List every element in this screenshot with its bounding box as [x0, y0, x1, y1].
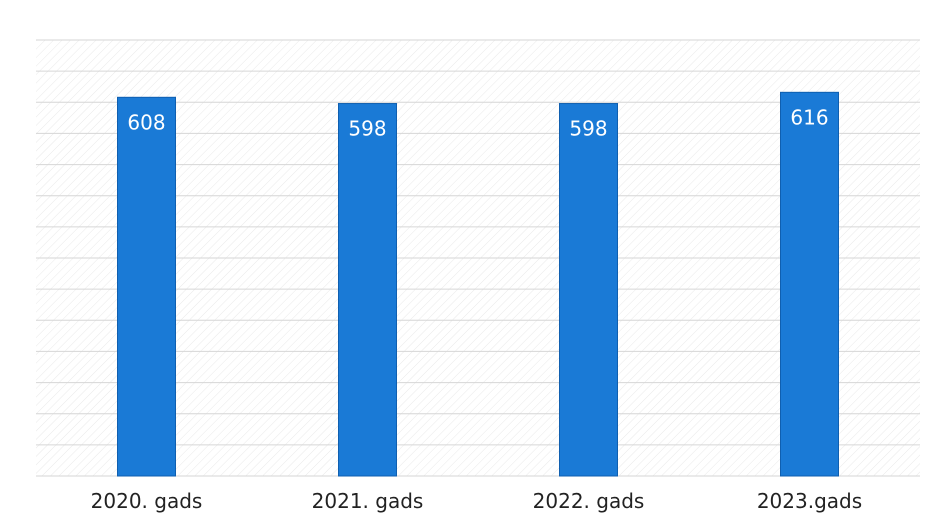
data-labels: 608 598 598 616: [127, 105, 828, 140]
x-tick-label: 2022. gads: [533, 489, 645, 513]
bar-2021-gads: [338, 103, 397, 477]
bar-2020-gads: [117, 96, 176, 477]
x-tick-label: 2020. gads: [91, 489, 203, 513]
x-axis-tick-labels: 2020. gads 2021. gads 2022. gads 2023.gads: [91, 489, 863, 513]
data-label: 598: [569, 117, 607, 141]
bar-2022-gads: [559, 103, 618, 477]
bar-2023-gads: [780, 91, 839, 477]
bars: [117, 91, 839, 477]
data-label: 598: [348, 117, 386, 141]
data-label: 616: [790, 105, 828, 129]
x-tick-label: 2023.gads: [757, 489, 862, 513]
gridlines: [36, 39, 920, 477]
data-label: 608: [127, 110, 165, 134]
x-tick-label: 2021. gads: [312, 489, 424, 513]
